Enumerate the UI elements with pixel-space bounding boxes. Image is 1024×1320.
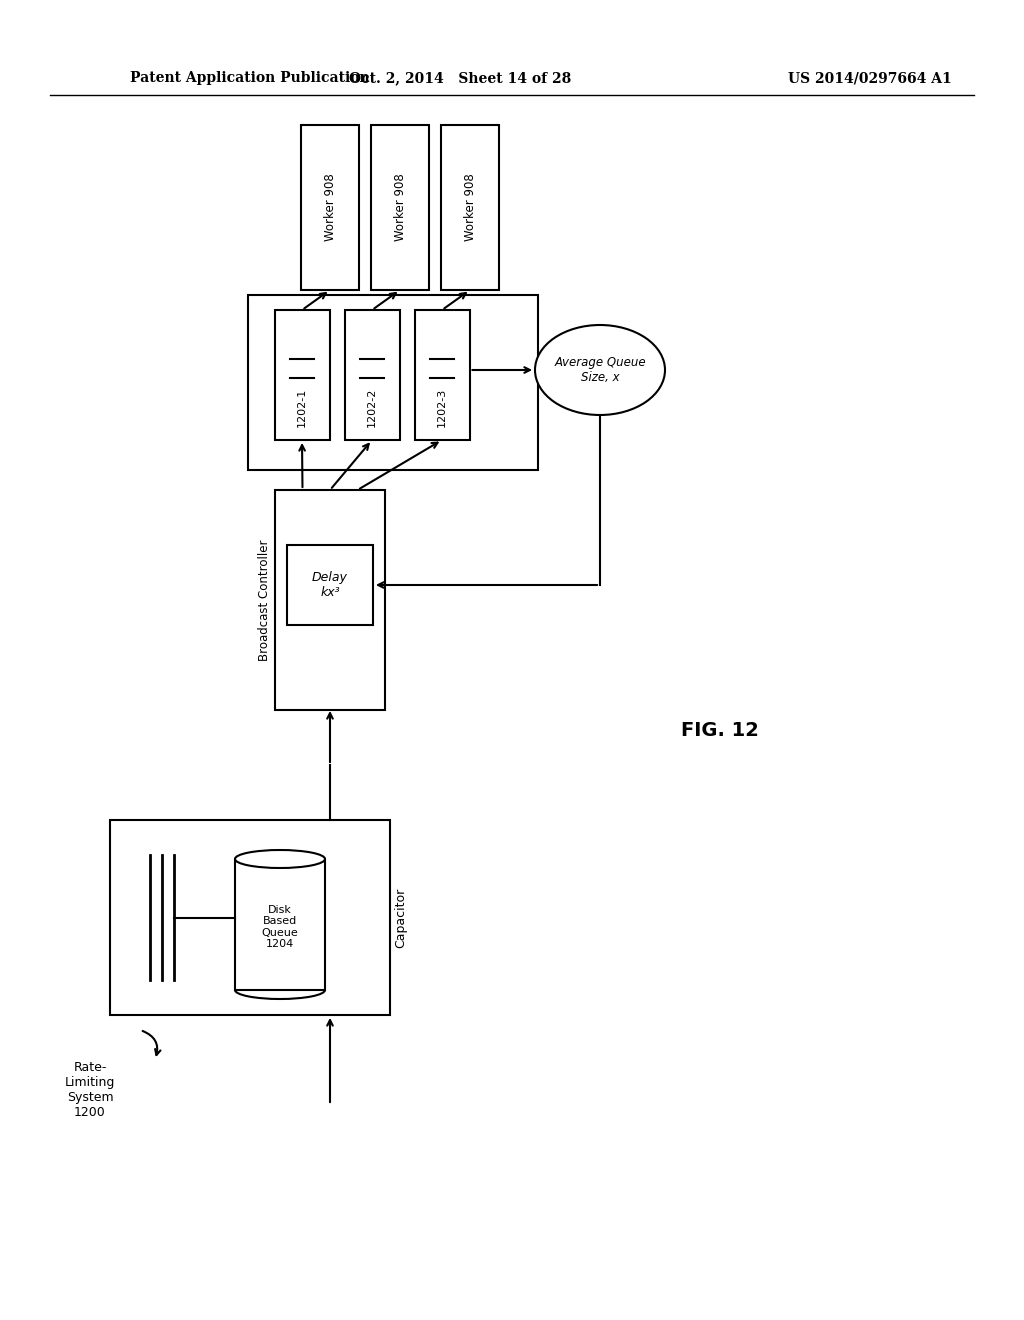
Text: 1202-2: 1202-2 — [367, 388, 377, 428]
Text: Disk
Based
Queue
1204: Disk Based Queue 1204 — [261, 904, 298, 949]
Ellipse shape — [535, 325, 665, 414]
Text: Worker 908: Worker 908 — [324, 174, 337, 242]
Text: Oct. 2, 2014   Sheet 14 of 28: Oct. 2, 2014 Sheet 14 of 28 — [349, 71, 571, 84]
Text: FIG. 12: FIG. 12 — [681, 721, 759, 739]
FancyBboxPatch shape — [234, 859, 325, 990]
FancyBboxPatch shape — [274, 310, 330, 440]
Ellipse shape — [234, 850, 325, 869]
Text: Patent Application Publication: Patent Application Publication — [130, 71, 370, 84]
Text: Broadcast Controller: Broadcast Controller — [258, 540, 271, 661]
Text: US 2014/0297664 A1: US 2014/0297664 A1 — [788, 71, 952, 84]
Text: Rate-
Limiting
System
1200: Rate- Limiting System 1200 — [65, 1061, 115, 1119]
FancyBboxPatch shape — [287, 545, 373, 624]
FancyBboxPatch shape — [110, 820, 390, 1015]
FancyBboxPatch shape — [344, 310, 399, 440]
Text: Capacitor: Capacitor — [394, 887, 407, 948]
Text: Worker 908: Worker 908 — [393, 174, 407, 242]
FancyBboxPatch shape — [301, 125, 359, 290]
Text: 1202-1: 1202-1 — [297, 388, 307, 428]
Text: Average Queue
Size, x: Average Queue Size, x — [554, 356, 646, 384]
FancyBboxPatch shape — [415, 310, 469, 440]
FancyBboxPatch shape — [248, 294, 538, 470]
FancyBboxPatch shape — [371, 125, 429, 290]
FancyBboxPatch shape — [275, 490, 385, 710]
Text: Worker 908: Worker 908 — [464, 174, 476, 242]
Text: 1202-3: 1202-3 — [437, 388, 447, 428]
Text: Delay
kx³: Delay kx³ — [312, 572, 348, 599]
FancyBboxPatch shape — [441, 125, 499, 290]
